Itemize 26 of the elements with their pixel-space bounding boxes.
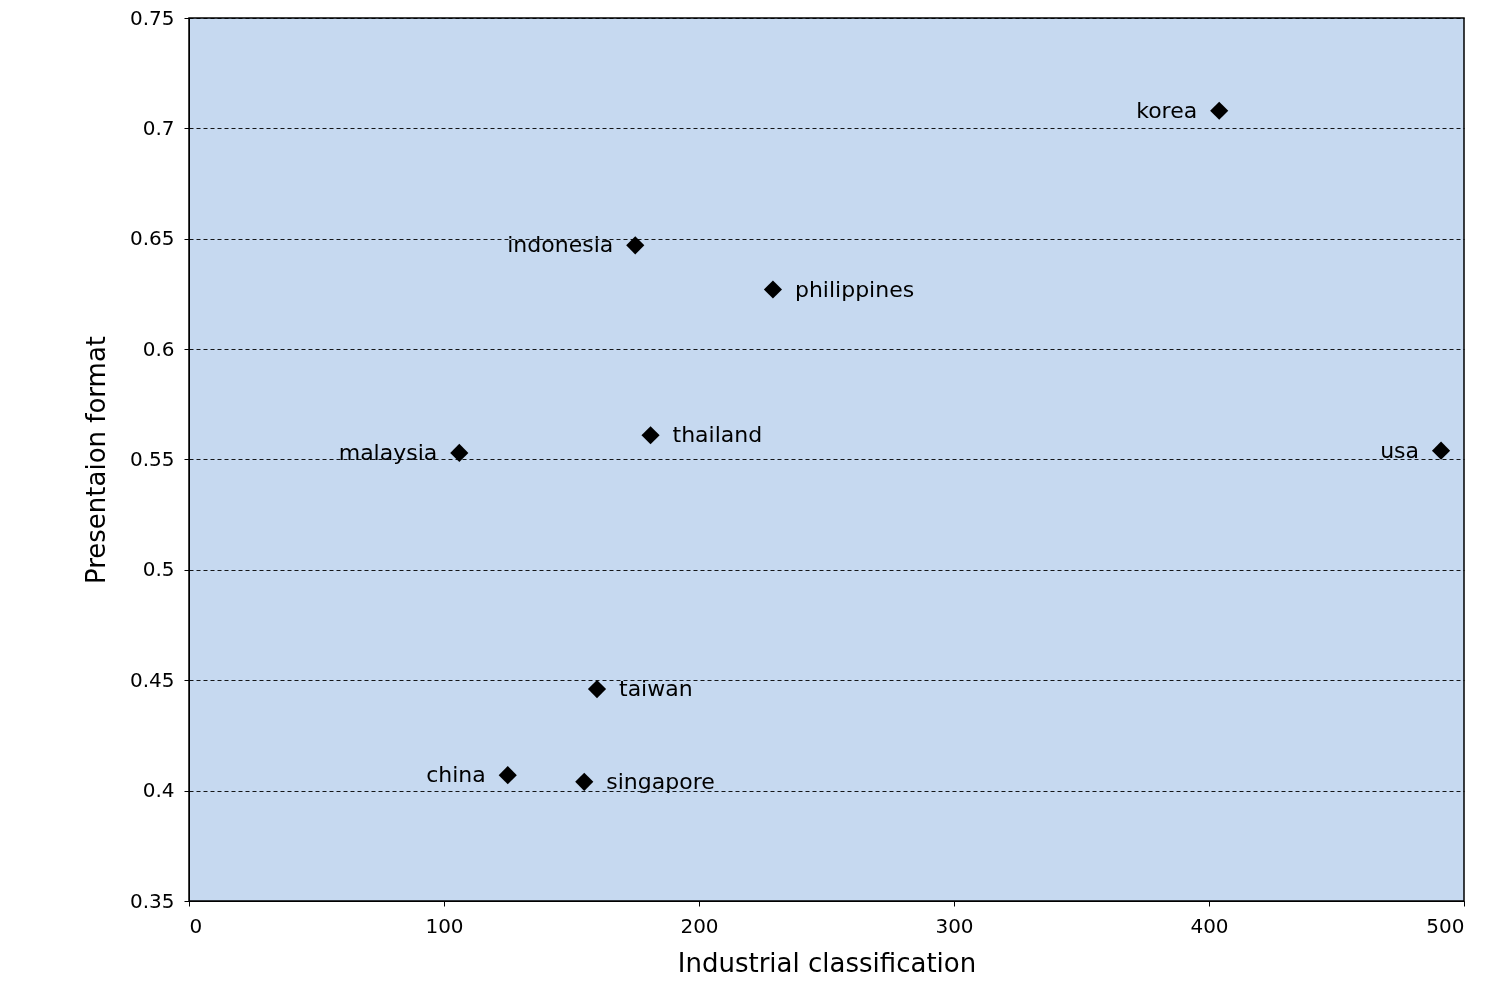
annotation: malaysia (338, 439, 438, 465)
y-tick-label: 0.65 (129, 226, 175, 251)
annotation: korea (1136, 97, 1198, 123)
x-axis-title: Industrial classification (677, 947, 977, 978)
y-tick-label: 0.6 (142, 336, 175, 361)
annotation: usa (1380, 437, 1420, 463)
y-tick-label: 0.45 (129, 667, 175, 692)
y-axis-title: Presentaion format (80, 335, 111, 585)
x-tick-label: 200 (680, 913, 719, 938)
y-tick-label: 0.7 (142, 115, 175, 140)
x-tick-label: 0 (189, 913, 203, 938)
x-tick-label: 100 (425, 913, 464, 938)
annotation: indonesia (507, 232, 614, 258)
annotation: china (426, 762, 486, 788)
x-tick-label: 300 (935, 913, 974, 938)
annotation: singapore (606, 768, 715, 794)
annotation: philippines (794, 276, 915, 302)
x-tick-label: 400 (1190, 913, 1229, 938)
annotation: thailand (672, 422, 763, 448)
x-tick-label: 500 (1426, 913, 1465, 938)
y-tick-label: 0.75 (129, 5, 175, 30)
y-tick-label: 0.4 (142, 778, 175, 803)
annotation: taiwan (619, 676, 693, 702)
y-tick-label: 0.5 (142, 557, 175, 582)
y-tick-label: 0.35 (129, 888, 175, 913)
y-tick-label: 0.55 (129, 447, 175, 471)
